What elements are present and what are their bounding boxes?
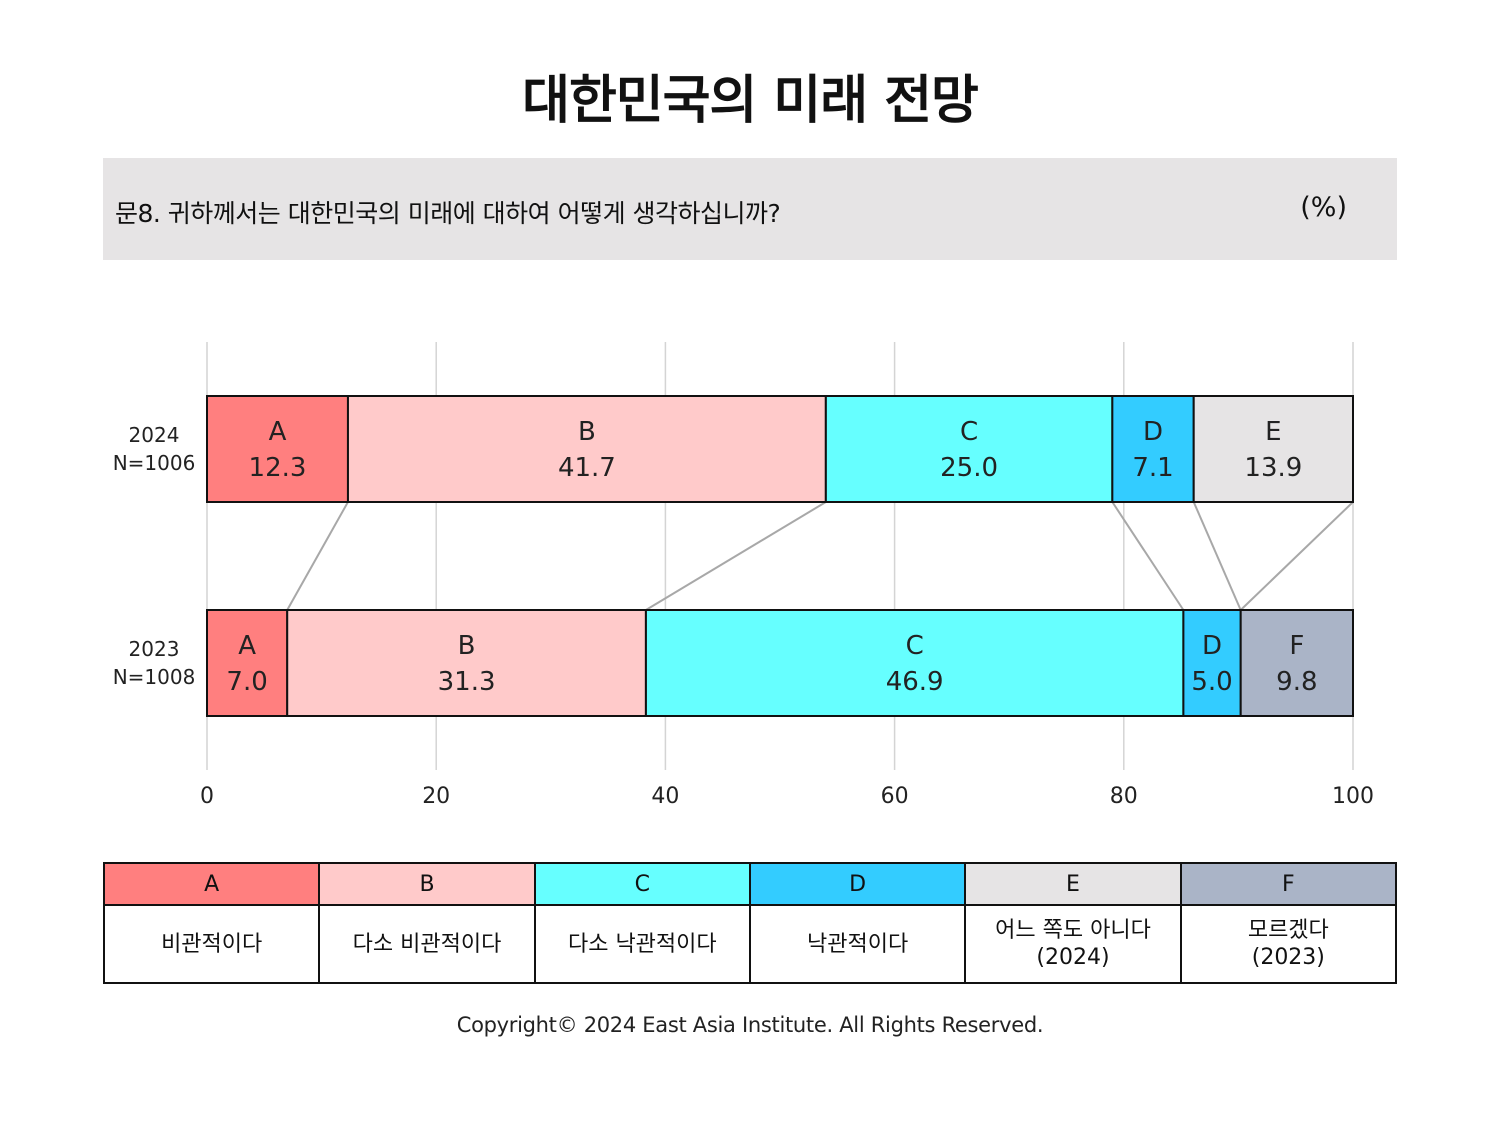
connector-line <box>1239 501 1354 611</box>
x-tick-label: 40 <box>651 784 679 809</box>
legend-key-label: D <box>849 871 867 897</box>
legend-key-label: F <box>1281 871 1295 897</box>
data-label: 5.0 <box>1191 667 1232 697</box>
row-label-year: 2023 <box>129 637 180 661</box>
bar-segment-d <box>1182 609 1242 717</box>
segment-key-label: E <box>1265 417 1281 447</box>
segment-key-label: C <box>960 417 978 447</box>
legend-desc-e: 어느 쪽도 아니다 (2024) <box>964 904 1182 984</box>
stacked-bar-chart: A 12.3 B 41.7 C 25.0 D 7.1 E 13.9 2024 N=1006 A 7.0 B 3… <box>113 342 1374 809</box>
question-banner: 문8. 귀하께서는 대한민국의 미래에 대하여 어떻게 생각하십니까? (%) <box>103 158 1397 260</box>
bar-segment-a <box>206 609 289 717</box>
segment-key-label: D <box>1202 631 1222 661</box>
row-label-n: N=1006 <box>113 451 196 475</box>
data-label: 46.9 <box>886 667 944 697</box>
row-label-year: 2024 <box>129 423 180 447</box>
bar-segment-d <box>1111 395 1195 503</box>
legend-desc-line: 낙관적이다 <box>807 931 909 957</box>
legend-key-row: A B C D E F <box>102 862 1398 906</box>
legend-desc-line: 어느 쪽도 아니다 <box>995 918 1151 943</box>
data-label: 25.0 <box>940 453 998 483</box>
bar-segment-f <box>1239 609 1355 717</box>
bar-segment-e <box>1192 395 1355 503</box>
segment-key-label: F <box>1289 631 1304 661</box>
x-tick-label: 0 <box>200 784 214 809</box>
x-tick-label: 80 <box>1110 784 1138 809</box>
legend-desc-c: 다소 낙관적이다 <box>533 904 751 984</box>
segment-key-label: B <box>458 631 476 661</box>
connector-line <box>1192 501 1242 611</box>
legend-desc-year: (2023) <box>1251 945 1325 970</box>
segment-key-label: A <box>269 417 287 447</box>
legend-key-c: C <box>533 862 751 906</box>
copyright-text: Copyright© 2024 East Asia Institute. All… <box>456 1013 1044 1037</box>
x-tick-label: 100 <box>1332 784 1374 809</box>
legend-desc-line: 다소 낙관적이다 <box>567 931 717 957</box>
x-tick-label: 20 <box>422 784 450 809</box>
legend-desc-row: 비관적이다 다소 비관적이다 다소 낙관적이다 낙관적이다 어느 쪽도 아니다(… <box>102 904 1398 984</box>
data-label: 9.8 <box>1276 667 1317 697</box>
data-label: 12.3 <box>249 453 307 483</box>
legend-key-e: E <box>964 862 1182 906</box>
question-text: 문8. 귀하께서는 대한민국의 미래에 대하여 어떻게 생각하십니까? <box>115 199 781 228</box>
legend-key-d: D <box>748 862 967 906</box>
legend-desc-f: 모르겠다 (2023) <box>1179 904 1398 984</box>
segment-key-label: A <box>238 631 256 661</box>
legend-desc-line: 모르겠다 <box>1247 918 1329 943</box>
data-label: 41.7 <box>558 453 616 483</box>
data-label: 31.3 <box>438 667 496 697</box>
legend-desc-year: (2024) <box>1036 945 1110 970</box>
data-label: 13.9 <box>1244 453 1302 483</box>
bar-segment-b <box>286 609 647 717</box>
legend-desc-a: 비관적이다 <box>102 904 321 984</box>
legend-key-label: A <box>204 871 220 897</box>
connector-line <box>645 501 827 611</box>
segment-key-label: B <box>578 417 596 447</box>
data-label: 7.1 <box>1132 453 1173 483</box>
connector-line <box>286 501 349 611</box>
legend-key-b: B <box>318 862 536 906</box>
legend-desc-b: 다소 비관적이다 <box>318 904 536 984</box>
bar-segment-c <box>824 395 1114 503</box>
legend-table: A B C D E F 비관적이다 다소 비관적이다 다소 낙관적이다 낙관적이… <box>102 862 1398 984</box>
row-label-n: N=1008 <box>113 665 196 689</box>
legend-key-label: E <box>1066 871 1080 897</box>
legend-key-f: F <box>1179 862 1398 906</box>
segment-key-label: D <box>1143 417 1163 447</box>
legend-key-label: C <box>634 871 650 897</box>
segment-key-label: C <box>906 631 924 661</box>
legend-desc-line: 다소 비관적이다 <box>352 931 502 957</box>
connector-line <box>1111 501 1185 611</box>
legend-key-a: A <box>102 862 321 906</box>
bar-segment-a <box>206 395 349 503</box>
legend-desc-line: 비관적이다 <box>161 931 263 957</box>
legend-key-label: B <box>419 871 435 897</box>
unit-label: (%) <box>1300 192 1347 223</box>
legend-desc-d: 낙관적이다 <box>748 904 967 984</box>
chart-title: 대한민국의 미래 전망 <box>522 71 979 131</box>
data-label: 7.0 <box>226 667 267 697</box>
bar-segment-b <box>346 395 827 503</box>
x-tick-label: 60 <box>881 784 909 809</box>
bar-segment-c <box>644 609 1185 717</box>
